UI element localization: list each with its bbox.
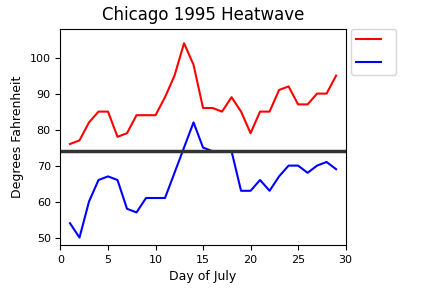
Y-axis label: Degrees Fahrenheit: Degrees Fahrenheit [11,76,24,198]
Legend: , : , [351,29,396,75]
Title: Chicago 1995 Heatwave: Chicago 1995 Heatwave [102,6,304,24]
X-axis label: Day of July: Day of July [169,270,237,283]
